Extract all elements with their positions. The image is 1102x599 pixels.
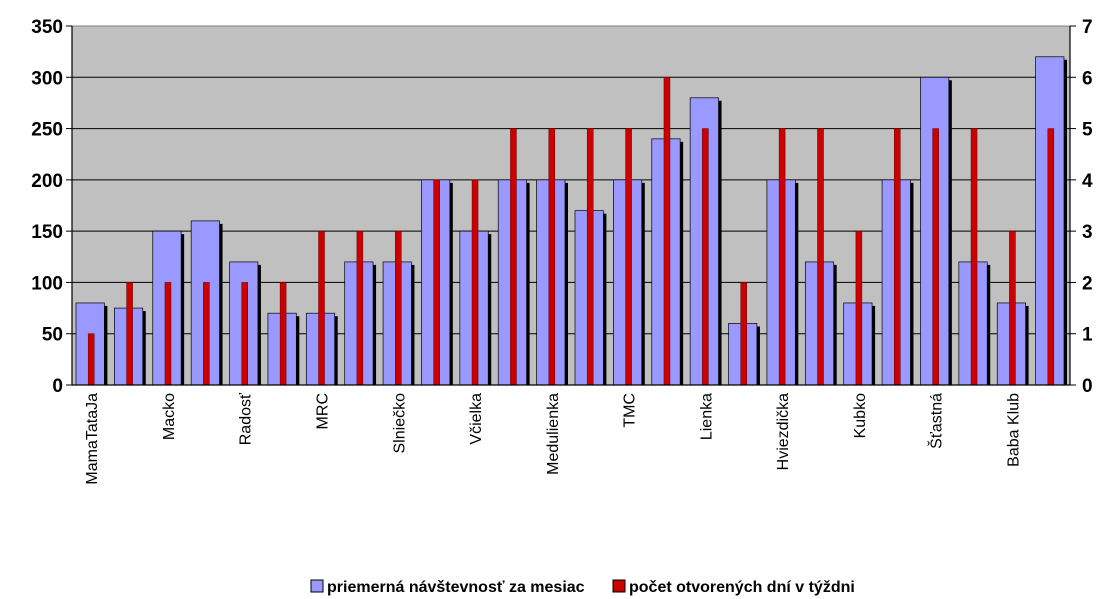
category-label: MamaTataJa (84, 393, 101, 485)
bar-days (356, 230, 364, 386)
category-label: Slniečko (391, 393, 408, 454)
bar-days (203, 282, 210, 386)
right-tick-label: 2 (1082, 273, 1093, 294)
left-tick-label: 350 (31, 17, 63, 38)
right-tick-label: 0 (1082, 376, 1093, 397)
left-tick-label: 150 (31, 222, 63, 243)
left-tick-label: 200 (31, 171, 63, 192)
left-tick-label: 50 (42, 325, 63, 346)
right-tick-label: 5 (1082, 120, 1093, 141)
bar-days (318, 230, 325, 386)
bar-days (586, 128, 594, 386)
bar-days (702, 128, 709, 386)
bar-days (471, 179, 479, 386)
bar-days (894, 128, 901, 386)
legend-swatch-days (612, 579, 626, 593)
bar-days (164, 282, 172, 386)
category-label: MRC (315, 393, 332, 429)
bar-days (740, 282, 747, 386)
bars (75, 56, 1067, 386)
bar-days (548, 128, 556, 386)
left-tick-label: 250 (31, 120, 63, 141)
category-label: Macko (161, 393, 178, 440)
bar-days (778, 128, 786, 386)
right-tick-label: 1 (1082, 325, 1093, 346)
bar-days (126, 282, 133, 386)
right-tick-label: 7 (1082, 17, 1093, 38)
bar-days (510, 128, 517, 386)
category-label: Hviezdička (775, 393, 792, 470)
tick-labels: 0 50 100 150 200 250 300 350 0 1 2 3 4 5 6 7 (31, 17, 1093, 397)
left-tick-label: 100 (31, 273, 63, 294)
left-tick-label: 300 (31, 68, 63, 89)
category-label: Kubko (852, 393, 869, 438)
bar-days (241, 282, 248, 386)
category-label: TMC (622, 393, 639, 428)
category-label: Medulienka (545, 393, 562, 475)
bar-days (279, 282, 287, 386)
bar-days (932, 128, 939, 386)
category-label: Včielka (468, 393, 485, 445)
category-label: Šťastná (927, 393, 946, 449)
legend: priemerná návštevnosť za mesiac počet ot… (310, 579, 855, 596)
bar-days (1009, 230, 1016, 386)
legend-label-visits: priemerná návštevnosť za mesiac (327, 579, 585, 596)
category-label: Baba Klub (1005, 393, 1022, 467)
right-tick-label: 4 (1082, 171, 1093, 192)
bar-days (970, 128, 978, 386)
legend-label-days: počet otvorených dní v týždni (629, 579, 855, 596)
category-labels: MamaTataJa Macko Radosť MRC Slniečko Včielka M… (84, 392, 1022, 485)
legend-swatch-visits (310, 579, 324, 593)
bar-days (395, 230, 402, 386)
left-tick-label: 0 (52, 376, 63, 397)
bar-days (625, 128, 632, 386)
bar-days (817, 128, 824, 386)
bar-days (433, 179, 440, 386)
right-tick-label: 6 (1082, 68, 1093, 89)
bar-days (87, 333, 95, 386)
bar-days (663, 77, 671, 386)
bar-days (1047, 128, 1055, 386)
right-tick-label: 3 (1082, 222, 1093, 243)
axes (66, 25, 1076, 386)
category-label: Lienka (698, 393, 715, 440)
category-label: Radosť (238, 392, 255, 445)
bar-days (855, 230, 863, 386)
